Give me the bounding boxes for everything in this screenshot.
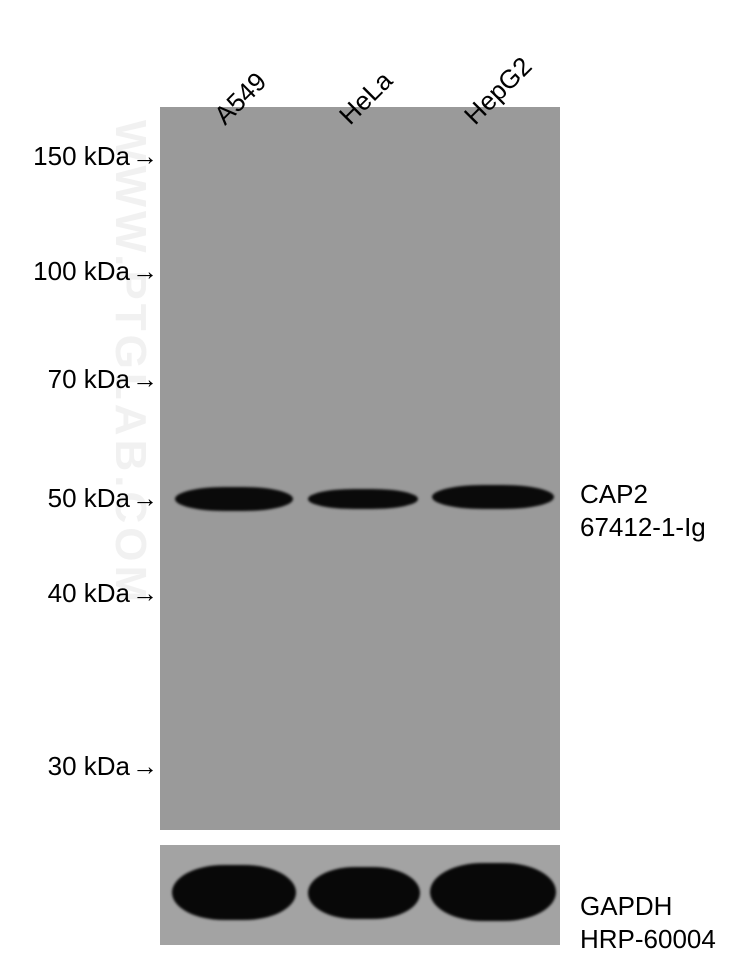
figure-border xyxy=(0,0,751,975)
western-blot-figure: WWW.PTGLAB.COM A549 HeLa HepG2 150 kDa→ … xyxy=(0,0,751,975)
